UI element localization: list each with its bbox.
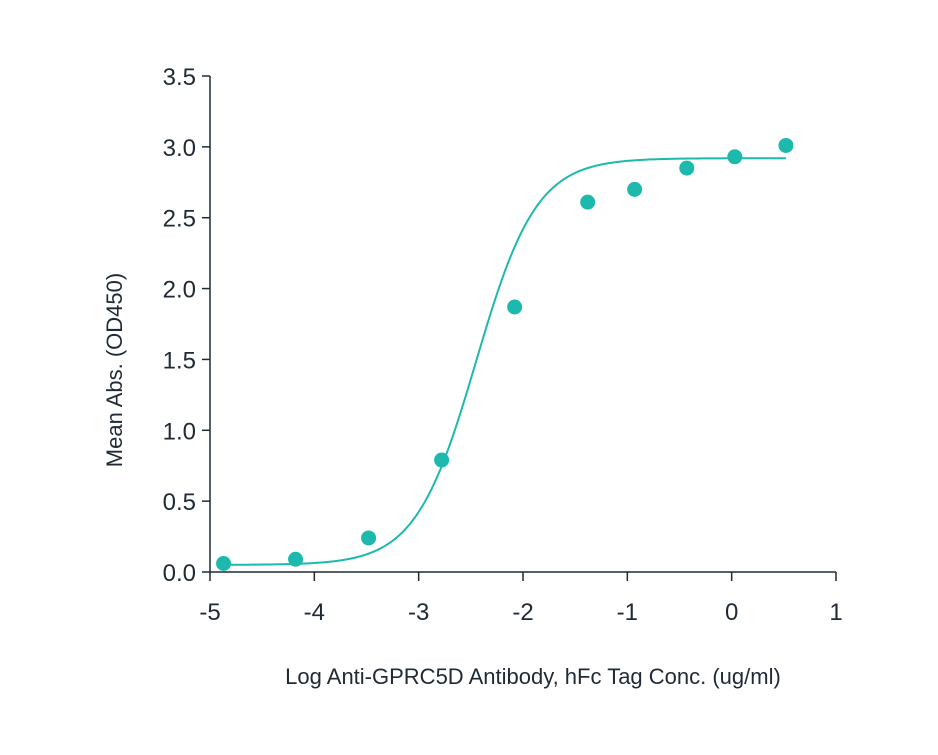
data-point [580,194,596,210]
x-tick-label: -2 [512,599,533,626]
y-tick-label: 1.0 [163,418,196,445]
y-tick-label: 0.5 [163,489,196,516]
fit-curve [223,157,786,566]
y-tick-label: 2.5 [163,206,196,233]
data-point [679,160,695,176]
x-tick-label: -5 [199,599,220,626]
y-tick-label: 3.0 [163,135,196,162]
ticks: 0.0 0.5 1.0 1.5 2.0 2.5 3.0 3.5 -5 -4 -3 -2 -1 0 1 [163,64,843,626]
data-point [216,555,232,571]
data-point [361,530,377,546]
x-tick-label: -4 [304,599,325,626]
data-point [288,551,304,567]
data-point [627,181,643,197]
data-point [507,299,523,315]
data-points [216,137,794,571]
x-tick-label: -3 [408,599,429,626]
y-tick-label: 2.0 [163,277,196,304]
x-tick-label: 1 [829,599,842,626]
data-point [727,149,743,165]
axes [209,76,836,573]
x-tick-label: 0 [725,599,738,626]
y-tick-label: 0.0 [163,560,196,587]
data-point [434,452,450,468]
x-tick-label: -1 [617,599,638,626]
y-tick-label: 3.5 [163,64,196,91]
x-axis-title: Log Anti-GPRC5D Antibody, hFc Tag Conc. … [285,664,781,689]
data-point [778,137,794,153]
y-tick-label: 1.5 [163,347,196,374]
y-axis-title: Mean Abs. (OD450) [102,273,127,467]
